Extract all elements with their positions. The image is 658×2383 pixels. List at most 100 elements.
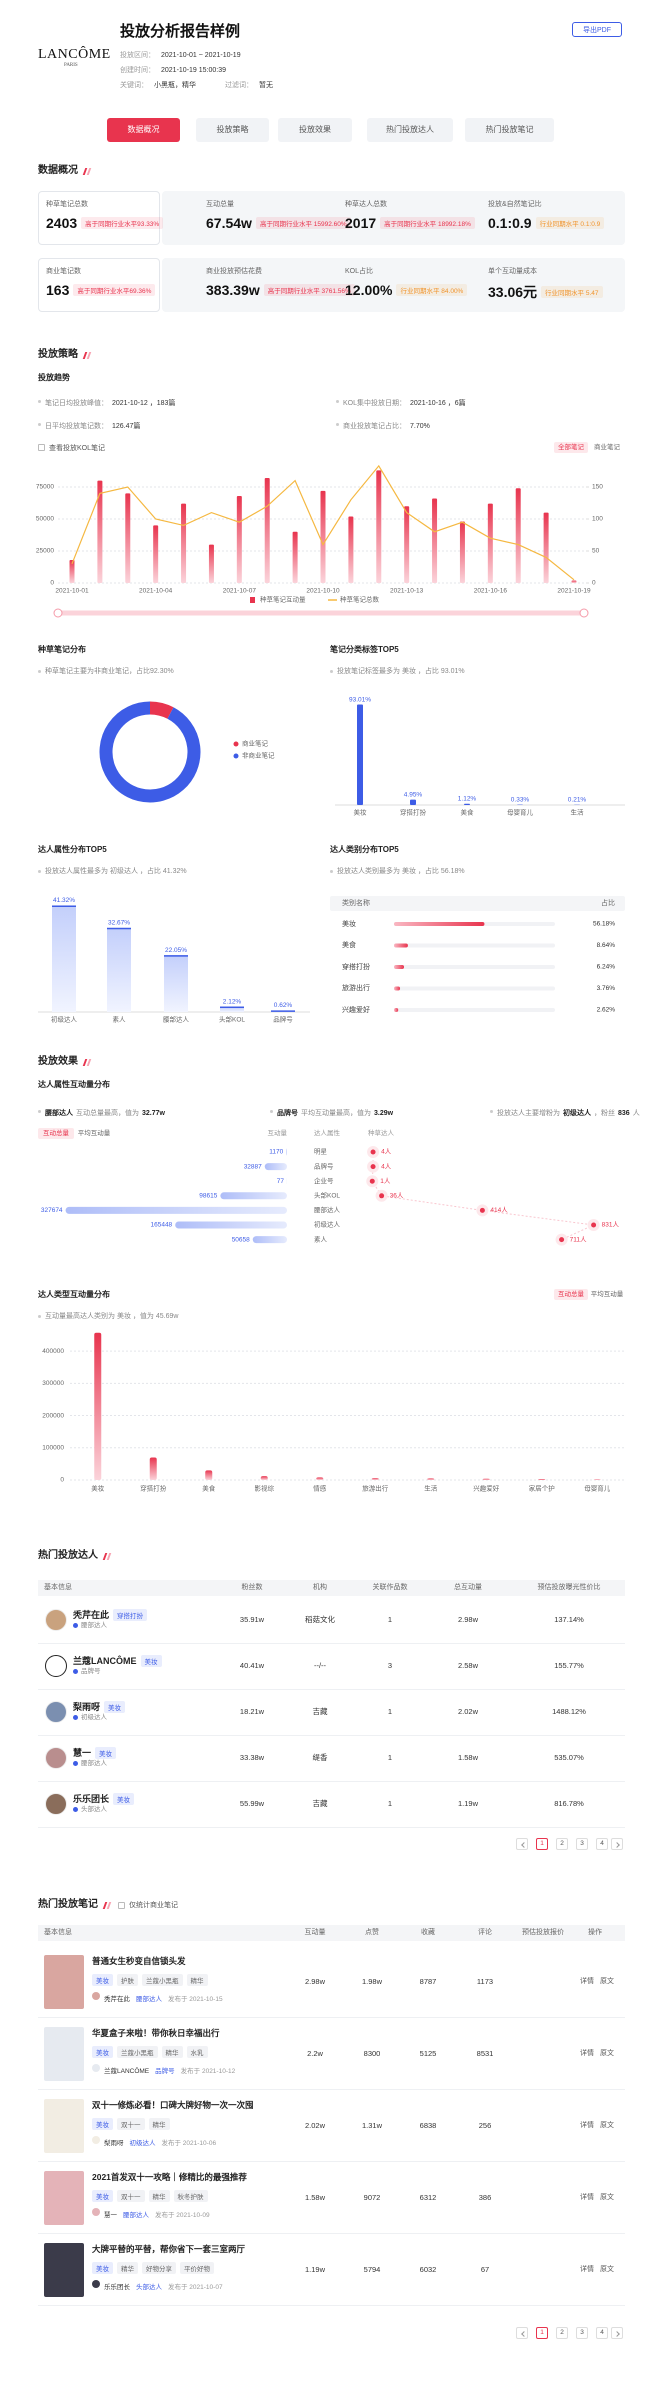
page-number[interactable]: 3	[576, 1838, 588, 1850]
card-value: 383.39w	[206, 282, 260, 298]
value-label: 1170	[269, 1149, 283, 1156]
row-divider	[38, 2233, 625, 2234]
insight-part: 人	[632, 1110, 640, 1117]
page-number[interactable]: 2	[556, 1838, 568, 1850]
checkbox[interactable]	[118, 1902, 125, 1909]
action-link[interactable]: 详情	[580, 2122, 594, 2129]
column-header: 互动量	[267, 1130, 288, 1137]
page-arrow[interactable]	[611, 2327, 623, 2339]
x-tick-label: 穿搭打扮	[140, 1484, 167, 1493]
insight-part: 3.29w	[374, 1109, 394, 1117]
checkbox[interactable]	[38, 444, 45, 451]
kol-name-row: 梨雨呀 美妆	[73, 1700, 126, 1713]
note-author: 乐乐团长	[104, 2284, 130, 2291]
avatar	[45, 1609, 67, 1631]
bullet	[330, 670, 333, 673]
insight-part: ，粉丝	[594, 1110, 615, 1117]
bar	[410, 799, 416, 805]
category-label: 腰部达人	[314, 1205, 341, 1214]
y2-tick-label: 100	[592, 516, 603, 523]
title-deco	[86, 1059, 92, 1066]
export-button[interactable]: 导出PDF	[572, 22, 622, 37]
kol-name-row: 兰蔻LANCÔME 美妆	[73, 1654, 162, 1667]
table-header	[38, 1580, 625, 1596]
bullet	[270, 1110, 273, 1113]
bar	[371, 1478, 379, 1480]
page-arrow[interactable]	[611, 1838, 623, 1850]
card-label: 互动总量	[206, 201, 234, 208]
line	[71, 464, 575, 581]
value-label: 50658	[232, 1236, 250, 1243]
dot	[369, 1178, 375, 1184]
bar	[571, 580, 577, 583]
page-number[interactable]: 1	[536, 2327, 548, 2339]
legend-label: 种草笔记互动量	[260, 595, 306, 604]
action-link[interactable]: 详情	[580, 1978, 594, 1985]
bullet	[38, 870, 41, 873]
stat-row: 笔记日均投放峰值： 2021-10-12 ，183篇	[45, 398, 175, 408]
value-label: 0.62%	[274, 1002, 293, 1009]
action-link[interactable]: 原文	[600, 2266, 614, 2273]
cell: 155.77%	[554, 1661, 584, 1670]
row-divider	[38, 1827, 625, 1828]
action-link[interactable]: 详情	[580, 2266, 594, 2273]
bullet	[38, 1110, 41, 1113]
page-number[interactable]: 1	[536, 1838, 548, 1850]
category-label: 兴趣爱好	[342, 1006, 370, 1014]
action-link[interactable]: 原文	[600, 2122, 614, 2129]
category-label: 头部KOL	[314, 1191, 340, 1200]
kol-role: 腰部达人	[81, 1760, 107, 1767]
cell: 稻菇文化	[305, 1615, 335, 1624]
dot-halo	[555, 1233, 568, 1246]
bar	[538, 1479, 546, 1480]
dot	[370, 1149, 376, 1155]
y2-tick-label: 0	[592, 580, 596, 587]
nav-tab[interactable]: 热门投放达人	[367, 118, 453, 142]
action-link[interactable]: 原文	[600, 2194, 614, 2201]
cell: 137.14%	[554, 1615, 584, 1624]
kol-tag: 美妆	[95, 1746, 117, 1759]
metric-tab[interactable]: 互动总量	[38, 1128, 74, 1139]
nav-tab[interactable]: 热门投放笔记	[465, 118, 554, 142]
note-tags: 美妆 双十一 精华	[88, 2118, 170, 2130]
bar	[236, 495, 242, 583]
x-tick-label: 情感	[313, 1484, 327, 1493]
row-divider	[38, 1689, 625, 1690]
legend-label: 非商业笔记	[242, 751, 275, 760]
action-link[interactable]: 原文	[600, 1978, 614, 1985]
nav-tab[interactable]: 投放效果	[278, 118, 352, 142]
cell: 3	[387, 1661, 393, 1670]
cell: 吉藏	[312, 1707, 328, 1716]
metric-tab[interactable]: 平均互动量	[77, 1130, 111, 1137]
page-number[interactable]: 2	[556, 2327, 568, 2339]
page-arrow[interactable]	[516, 2327, 528, 2339]
nav-tab[interactable]: 数据概况	[107, 118, 180, 142]
card-value: 33.06元	[488, 284, 538, 300]
sub-title: 达人类型互动量分布	[38, 1290, 110, 1299]
filter-tab[interactable]: 商业笔记	[594, 444, 620, 451]
cell: 1.19w	[304, 2265, 326, 2274]
page-arrow[interactable]	[516, 1838, 528, 1850]
cell: 40.41w	[239, 1661, 265, 1670]
note-role: 腰部达人	[123, 2212, 149, 2219]
page-number[interactable]: 4	[596, 1838, 608, 1850]
metric-tab[interactable]: 平均互动量	[590, 1291, 624, 1298]
page-number[interactable]: 4	[596, 2327, 608, 2339]
action-link[interactable]: 详情	[580, 2194, 594, 2201]
author-avatar	[92, 2280, 100, 2288]
bullet	[38, 423, 41, 426]
cell: 9072	[363, 2193, 381, 2202]
insight: 腰部达人 互动总量最高，值为 32.77w	[45, 1108, 165, 1118]
metric-tab[interactable]: 互动总量	[554, 1289, 588, 1300]
filter-tab[interactable]: 全部笔记	[554, 442, 588, 453]
action-link[interactable]: 原文	[600, 2050, 614, 2057]
action-link[interactable]: 详情	[580, 2050, 594, 2057]
page-number[interactable]: 3	[576, 2327, 588, 2339]
card-value-row: 163 高于同期行业水平69.36%	[46, 282, 156, 298]
row-divider	[38, 1781, 625, 1782]
insight-part: 互动总量最高，值为	[76, 1110, 139, 1117]
card-value-row: 33.06元 行业同期水平 5.47	[488, 282, 603, 302]
avatar	[45, 1701, 67, 1723]
value-label: 22.05%	[165, 947, 187, 954]
nav-tab[interactable]: 投放策略	[196, 118, 269, 142]
